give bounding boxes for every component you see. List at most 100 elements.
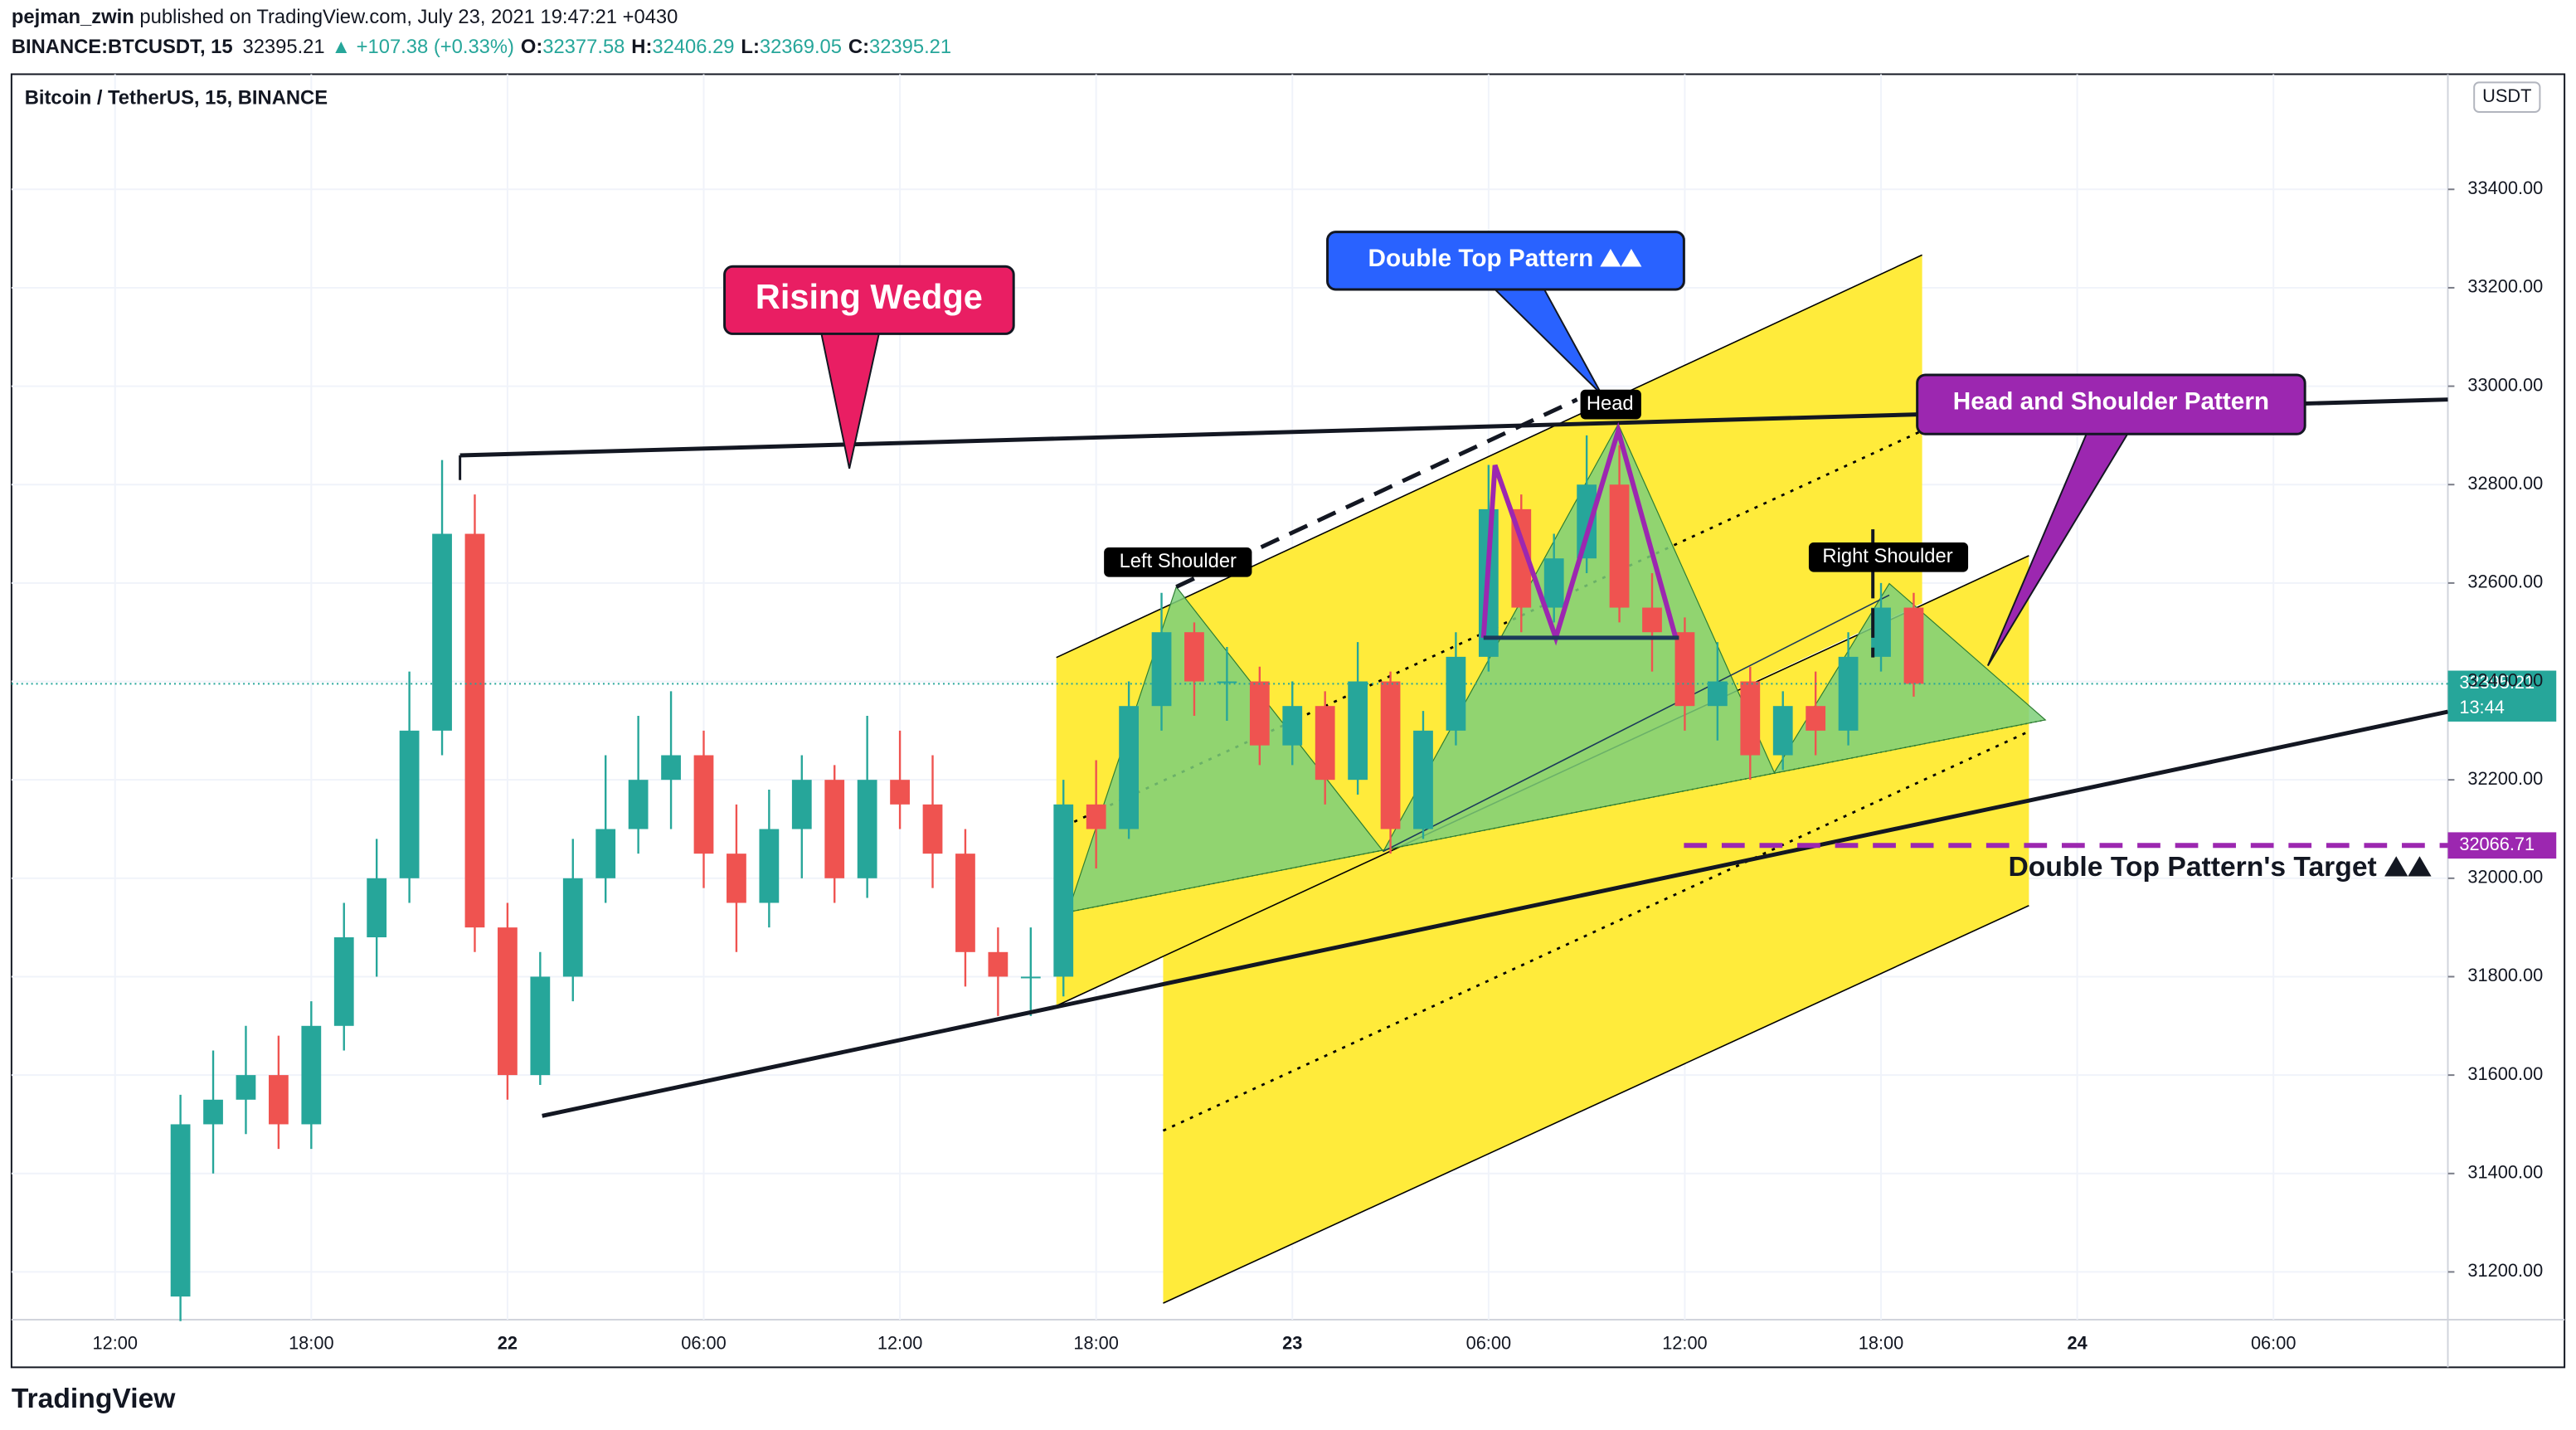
candle-body [1772,706,1793,756]
candle-body [236,1075,256,1100]
y-tick-label: 32000.00 [2467,867,2543,888]
callout-text: Rising Wedge [756,277,983,316]
candle-body [1577,484,1597,559]
x-tick-label: 22 [498,1332,518,1353]
o-label: O: [521,36,542,58]
candle-body [464,533,485,928]
candle-body [1086,804,1106,829]
candle-body [1871,607,1891,657]
candle-body [1446,656,1466,731]
symbol: BINANCE:BTCUSDT, 15 [12,36,233,58]
target-label: 32066.71 [2459,834,2535,854]
candle-body [333,937,354,1026]
o-value: 32377.58 [542,36,625,58]
candle-body [1674,632,1695,707]
levels: 32395.21 13:44 32066.71 Double Top Pattern'… [11,670,2557,883]
candle-body [693,755,714,854]
published: published on TradingView.com, July 23, 2… [139,6,678,28]
candle-body [498,927,518,1076]
candle-body [301,1025,322,1125]
user: pejman_zwin [12,6,134,28]
x-tick-label: 18:00 [289,1332,333,1353]
candle-body [530,976,551,1076]
l-value: 32369.05 [760,36,842,58]
channel-midline [1162,730,2029,1132]
x-tick-label: 18:00 [1859,1332,1903,1353]
y-tick-label: 33400.00 [2467,178,2543,198]
pattern-base [1067,719,2046,913]
callout-text: Head and Shoulder Pattern [1953,387,2269,415]
candle-body [955,854,975,952]
candle-body [922,804,943,854]
candle-body [432,533,452,731]
x-tick-label: 23 [1282,1332,1302,1353]
head-shoulders-area [1067,423,2047,913]
change: ▲ +107.38 (+0.33%) [332,36,514,58]
candle-body [1217,681,1237,683]
x-tick-label: 18:00 [1073,1332,1118,1353]
candle-body [1707,681,1728,707]
currency-badge [2473,81,2541,114]
candle-body [727,854,746,903]
candle-body [1806,706,1826,731]
y-tick-label: 31200.00 [2467,1260,2543,1281]
x-tick-label: 12:00 [877,1332,922,1353]
last: 32395.21 [242,36,324,58]
candle-body [857,780,877,878]
h-label: H: [631,36,652,58]
x-tick-label: 06:00 [1466,1332,1511,1353]
candle-body [1380,681,1401,829]
y-tick-label: 31600.00 [2467,1063,2543,1084]
candles [170,435,1924,1321]
candle-body [1151,632,1172,707]
brand: TradingView [12,1384,176,1414]
header-line-1: pejman_zwin published on TradingView.com… [12,6,678,28]
last-price-box [2447,670,2557,722]
x-tick-label: 12:00 [92,1332,137,1353]
y-tick-label: 32400.00 [2467,669,2543,690]
candle-body [988,951,1009,977]
candle-body [595,829,616,878]
candle-body [661,755,681,781]
label-box [1104,547,1252,577]
candle-body [1184,632,1204,682]
chart-title: Bitcoin / TetherUS, 15, BINANCE [25,86,328,109]
candle-body [759,829,780,903]
frame [10,73,2566,1369]
callout [723,265,1015,335]
candle-body [399,730,420,878]
y-tick-label: 32600.00 [2467,572,2543,592]
y-tick-label: 31800.00 [2467,965,2543,985]
y-tick-label: 32800.00 [2467,473,2543,494]
candle-body [1020,976,1041,979]
candle-body [1315,706,1335,781]
x-tick-label: 06:00 [681,1332,726,1353]
candle-body [1511,508,1532,608]
wedge-bottom [542,709,2449,1118]
c-label: C: [848,36,869,58]
candle-body [1543,558,1564,608]
candle-body [1249,681,1270,746]
y-tick-label: 33200.00 [2467,276,2543,297]
candle-body [791,780,812,829]
candle-body [1903,607,1924,684]
currency: USDT [2482,85,2531,106]
candle-body [628,780,649,829]
candle-body [562,878,583,977]
x-tick-label: 06:00 [2251,1332,2296,1353]
c-value: 32395.21 [869,36,951,58]
callout [1326,231,1685,291]
countdown: 13:44 [2459,697,2504,717]
label-box [1580,389,1641,420]
candle-body [203,1099,223,1125]
candle-body [890,780,910,805]
candle-body [1348,681,1368,781]
label: Left Shoulder [1120,550,1237,572]
candle-body [269,1075,289,1125]
l-label: L: [741,36,759,58]
candle-body [1609,484,1630,608]
candle-body [367,878,387,938]
candle-body [1413,730,1433,829]
y-tick-label: 31400.00 [2467,1162,2543,1183]
y-tick-label: 33000.00 [2467,374,2543,395]
